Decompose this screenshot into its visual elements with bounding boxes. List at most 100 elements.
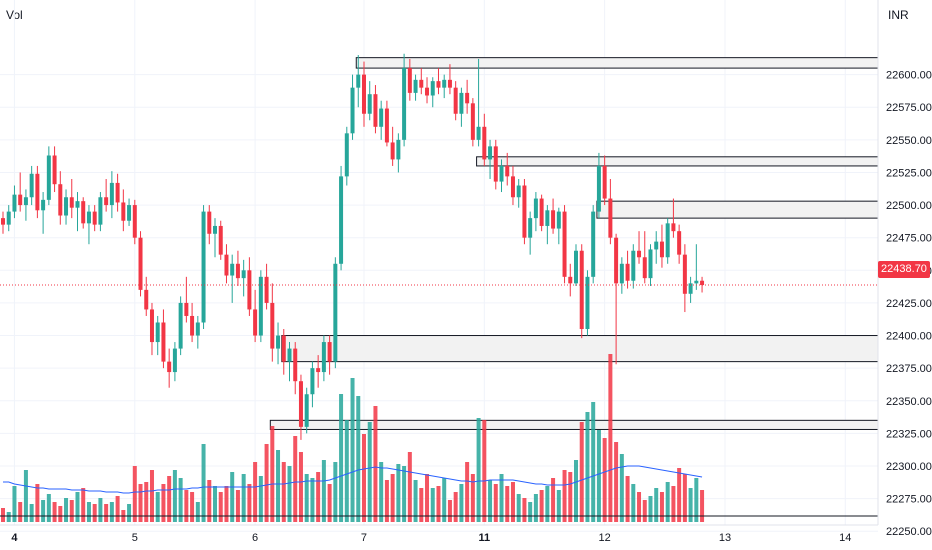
candle-body [465,92,470,104]
candle-body [276,335,281,349]
candle-body [510,176,515,198]
volume-bar [688,488,693,522]
candle-body [407,68,412,93]
volume-bar [419,488,424,522]
price-tick-label: 22275.00 [886,494,932,506]
price-zone [596,200,879,219]
price-tick-label: 22525.00 [886,167,932,179]
candle-body [350,87,355,134]
candle-body [75,201,80,208]
candle-body [321,342,326,373]
volume-bar [18,502,23,522]
candle-body [41,199,46,211]
candle-body [190,315,195,336]
candle-body [425,87,430,96]
volume-bar [482,420,487,522]
candle-body [333,263,338,362]
volume-bar [447,500,452,522]
volume-moving-average [3,465,703,494]
volume-bar [241,474,246,522]
volume-bar [109,502,114,522]
price-zone [355,57,879,69]
volume-bar [333,462,338,522]
candle-body [665,223,670,258]
candle-body [533,198,538,219]
volume-bar [98,498,103,522]
volume-bar [35,484,40,522]
volume-bar [625,476,630,522]
price-tick-label: 22575.00 [886,102,932,114]
volume-bar [64,498,69,522]
candle-body [442,79,447,88]
candle-body [591,211,596,277]
volume-bar [213,486,218,522]
volume-bar [321,460,326,522]
volume-bar [510,482,515,522]
candles [1,53,705,440]
volume-bar [596,430,601,522]
candle-body [499,165,504,182]
volume-bar [396,464,401,522]
volume-bar [556,490,561,522]
volume-bar [545,486,550,522]
candle-body [614,237,619,284]
candle-body [35,173,40,211]
volume-bar [46,494,51,522]
volume-bar [258,476,263,522]
volume-bar [178,478,183,522]
volume-bar [608,354,613,522]
volume-bar [58,506,63,522]
price-tick-label: 22300.00 [886,461,932,473]
candle-body [642,257,647,279]
candle-body [373,94,378,127]
volume-bar [459,484,464,522]
candle-body [677,231,682,255]
price-tick-label: 22325.00 [886,428,932,440]
volume-bar [522,498,527,522]
price-tick-label: 22250.00 [886,526,932,538]
candle-body [58,184,63,216]
candle-body [476,126,481,140]
candle-body [195,322,200,336]
candle-body [396,139,401,160]
volume-bar [104,504,109,522]
volume-bar [642,500,647,522]
candle-body [104,197,109,206]
volume-bar [287,466,292,522]
time-tick-label: 14 [839,532,851,544]
volume-bar [682,474,687,522]
candle-body [522,185,527,238]
price-tick-label: 22475.00 [886,233,932,245]
candle-body [356,74,361,88]
candle-body [436,81,441,88]
volume-bar [149,470,154,522]
candle-body [659,241,664,258]
volume-bar [579,422,584,522]
candle-body [327,342,332,362]
volume-bar [631,484,636,522]
volume-bar [677,468,682,522]
candle-body [23,197,28,206]
volume-bar [41,500,46,522]
candle-body [69,197,74,208]
candle-body [459,92,464,114]
candle-body [230,263,235,276]
candle-body [562,211,567,277]
volume-bar [6,512,11,522]
candle-body [127,205,132,221]
volume-bar [367,422,372,522]
candle-body [694,280,699,284]
volume-bar [276,450,281,522]
last-price-tag: 22438.70 [878,261,930,278]
time-tick-label: 4 [11,532,18,544]
volume-bar [694,478,699,522]
volume-bar [465,462,470,522]
volume-bar [218,492,223,522]
candle-body [155,322,160,343]
volume-bar [659,492,664,522]
volume-bar [344,420,349,522]
candle-body [402,68,407,140]
candle-body [625,263,630,281]
volume-bar [614,442,619,522]
